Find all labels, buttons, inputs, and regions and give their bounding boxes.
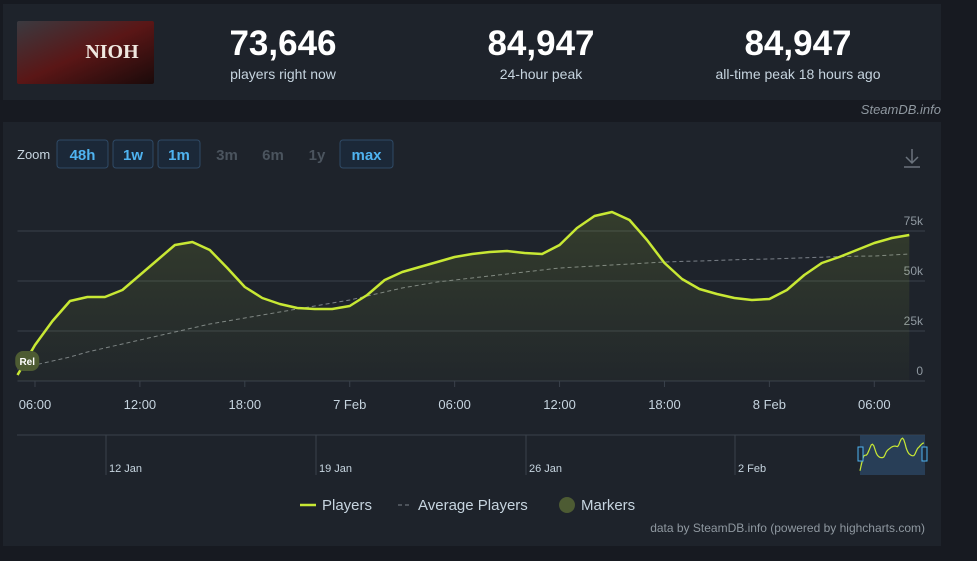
zoom-button[interactable]: 48h [70,147,96,164]
x-tick-label: 7 Feb [333,397,366,412]
source[interactable]: SteamDB.info [861,102,941,117]
zoom-button[interactable]: 6m [262,147,284,164]
stats-panel [3,4,941,100]
stat-value: 73,646 [229,24,336,63]
navigator-series [859,437,925,471]
zoom-button[interactable]: 1w [123,147,143,164]
x-tick-label: 06:00 [858,397,891,412]
game-logo [17,21,154,84]
x-tick-label: 18:00 [648,397,681,412]
marker[interactable] [15,351,40,371]
zoom-button-frame[interactable] [157,139,201,169]
navigator-label: 12 Jan [109,463,142,475]
x-tick-label: 06:00 [438,397,471,412]
navigator-handle[interactable] [921,446,928,462]
x-tick-label: 8 Feb [753,397,786,412]
legend-item[interactable]: Average Players [418,497,528,514]
navigator-label: 2 Feb [738,463,766,475]
x-tick-label: 12:00 [124,397,157,412]
credits[interactable]: data by SteamDB.info (powered by highcha… [650,521,925,535]
legend-item[interactable]: Markers [581,497,635,514]
zoom-button-frame[interactable] [56,139,109,169]
zoom-button[interactable]: 3m [216,147,238,164]
navigator-label: 19 Jan [319,463,352,475]
x-tick-label: 12:00 [543,397,576,412]
zoom-button-frame[interactable] [112,139,154,169]
logo-text: NIOH [85,41,139,63]
stat-value: 84,947 [487,24,594,63]
legend-symbol [559,497,575,513]
stat-label: 24-hour peak [500,66,584,82]
stat-label: all-time peak 18 hours ago [716,66,881,82]
stat-label: players right now [230,66,337,82]
series-line [16,210,910,376]
navigator-label: 26 Jan [529,463,562,475]
y-tick-label: 75k [904,214,924,228]
x-tick-label: 18:00 [229,397,262,412]
navigator-window[interactable] [860,435,925,475]
zoom-button[interactable]: 1y [309,147,326,164]
zoom-button[interactable]: 1m [168,147,190,164]
download-icon[interactable] [904,149,920,168]
series-area [17,212,910,381]
zoom-label: Zoom [17,147,50,162]
marker-label[interactable]: Rel [19,357,35,368]
zoom-buttons: 48h 1w 1m 3m 6m 1y max [56,139,394,169]
navigator-handle[interactable] [857,446,864,462]
x-tick-label: 06:00 [19,397,52,412]
zoom-button[interactable]: max [351,147,382,164]
stat-value: 84,947 [744,24,851,63]
legend-item[interactable]: Players [322,497,372,514]
zoom-button-frame[interactable] [339,139,394,169]
y-tick-label: 0 [916,364,923,378]
